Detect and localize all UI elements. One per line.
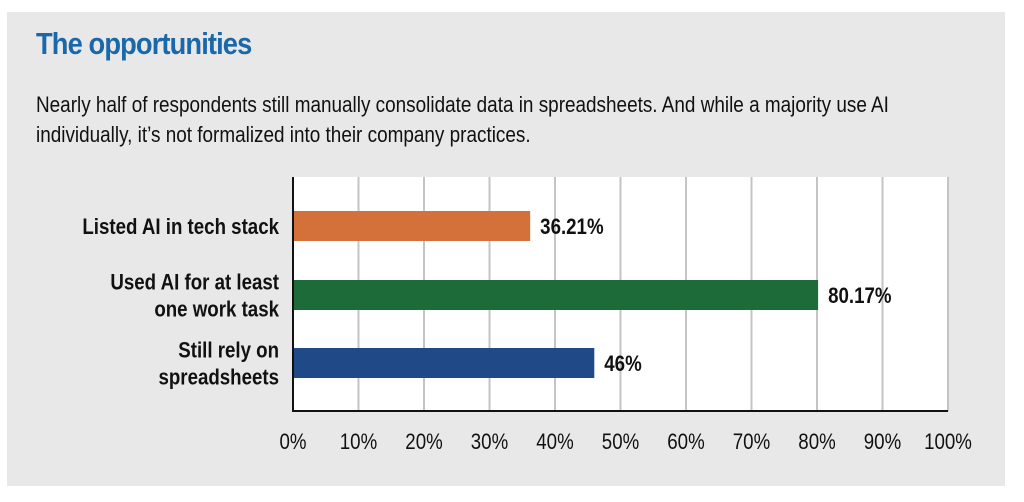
x-tick-label: 60% (667, 431, 704, 455)
category-label: Used AI for at least (110, 271, 279, 295)
x-tick-label: 10% (340, 431, 377, 455)
x-tick-label: 30% (471, 431, 508, 455)
data-label: 80.17% (828, 285, 891, 309)
category-label: Listed AI in tech stack (82, 216, 279, 240)
chart-subtitle: Nearly half of respondents still manuall… (36, 92, 889, 147)
category-label: Still rely on (178, 339, 279, 363)
bar (294, 211, 531, 241)
data-label: 36.21% (540, 216, 603, 240)
x-tick-label: 20% (405, 431, 442, 455)
x-tick-label: 50% (602, 431, 639, 455)
x-tick-label: 80% (798, 431, 835, 455)
x-tick-label: 70% (733, 431, 770, 455)
data-label: 46% (604, 353, 641, 377)
x-tick-label: 100% (924, 431, 972, 455)
bar (294, 280, 819, 310)
category-label: one work task (154, 298, 279, 322)
chart-title: The opportunities (36, 26, 252, 61)
x-tick-label: 90% (864, 431, 901, 455)
x-tick-label: 40% (536, 431, 573, 455)
bar (294, 348, 595, 378)
x-tick-label: 0% (279, 431, 306, 455)
category-label: spreadsheets (158, 366, 279, 390)
